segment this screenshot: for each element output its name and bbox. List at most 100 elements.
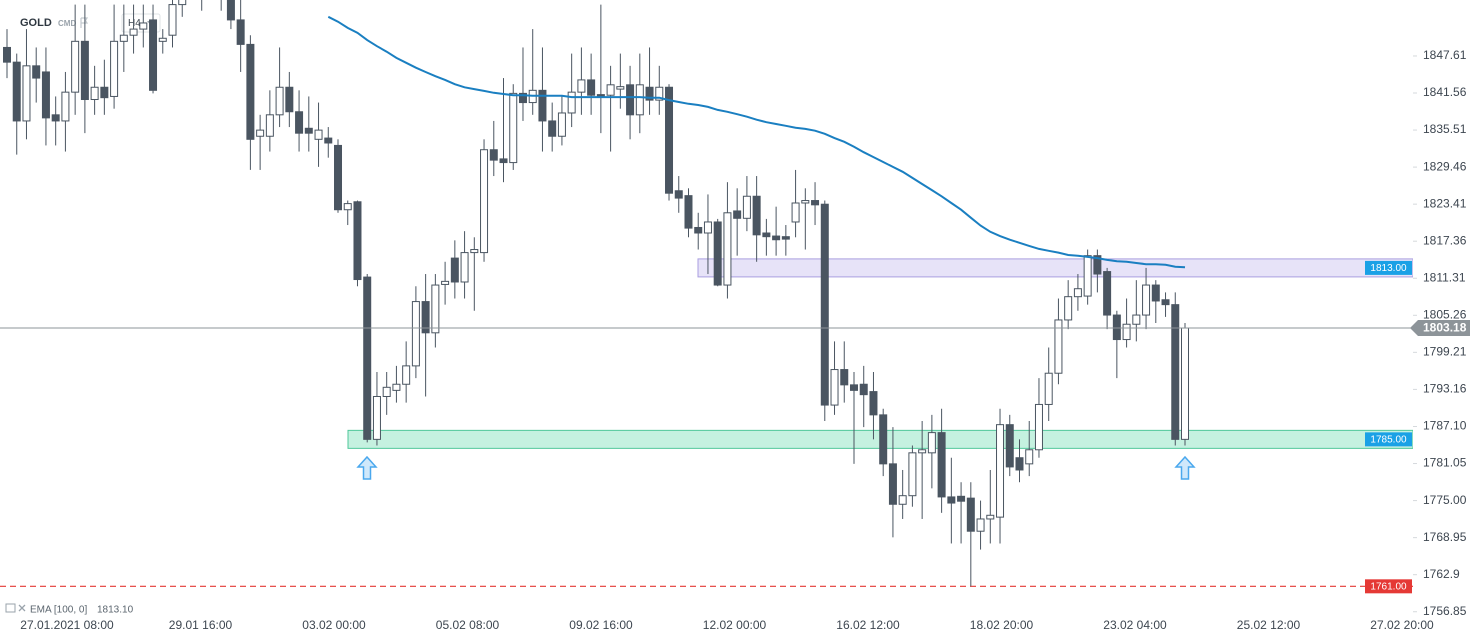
- candle-body: [421, 301, 430, 334]
- candle-body: [742, 195, 751, 219]
- source: CMD: [58, 19, 76, 28]
- candle-body: [752, 195, 761, 236]
- y-tick-label: 1775.00: [1423, 493, 1467, 507]
- candle-body: [441, 280, 450, 285]
- candle-body: [849, 384, 858, 391]
- candle-body: [957, 495, 966, 502]
- candle-body: [587, 79, 596, 96]
- candle-body: [431, 284, 440, 334]
- candle-body: [334, 144, 343, 211]
- y-tick-label: 1841.56: [1423, 85, 1467, 99]
- candle-body: [869, 391, 878, 416]
- candle-body: [509, 92, 518, 164]
- level-tag: [1365, 432, 1412, 447]
- candle-body: [1083, 255, 1092, 297]
- level-tag: [1365, 579, 1412, 594]
- legend-icon: [5, 603, 16, 613]
- current-price-tag: [1410, 320, 1470, 337]
- candle-body: [480, 149, 489, 254]
- candle-body: [927, 432, 936, 454]
- candle-body: [811, 200, 820, 206]
- candle-body: [450, 257, 459, 283]
- x-tick-label: 16.02 12:00: [836, 618, 900, 632]
- ema-line: [327, 15, 1186, 269]
- candle-body: [1044, 372, 1053, 405]
- candle-body: [918, 449, 927, 454]
- y-tick-label: 1787.10: [1423, 419, 1467, 433]
- candle-body: [168, 4, 177, 36]
- candle-body: [110, 40, 119, 97]
- y-tick-label: 1793.16: [1423, 382, 1467, 396]
- candle-body: [1151, 284, 1160, 302]
- candle-body: [733, 210, 742, 219]
- candle-body: [285, 86, 294, 113]
- y-tick-label: 1811.31: [1423, 270, 1466, 284]
- candle-body: [879, 414, 888, 465]
- candle-body: [226, 0, 235, 21]
- y-tick-label: 1835.51: [1423, 122, 1467, 136]
- candle-body: [12, 61, 21, 122]
- candle-body: [674, 190, 683, 199]
- x-tick-label: 23.02 04:00: [1103, 618, 1167, 632]
- candle-body: [100, 86, 109, 99]
- candle-body: [41, 71, 50, 119]
- candle-body: [372, 395, 381, 440]
- candle-body: [149, 19, 158, 91]
- x-tick-label: 18.02 20:00: [970, 618, 1034, 632]
- candle-body: [772, 235, 781, 241]
- level-zone: [697, 258, 1413, 278]
- timeframe: H4: [128, 18, 141, 29]
- candle-body: [616, 86, 625, 90]
- y-tick-label: 1817.36: [1423, 233, 1467, 247]
- candle-body: [762, 232, 771, 238]
- legend-ema-name: EMA [100, 0]: [30, 605, 87, 616]
- candle-body: [1181, 327, 1189, 440]
- candle-body: [402, 365, 411, 385]
- candle-body: [1025, 449, 1034, 465]
- candle-body: [256, 129, 265, 137]
- x-tick-label: 09.02 16:00: [569, 618, 633, 632]
- candle-body: [781, 236, 790, 240]
- candle-body: [820, 203, 829, 406]
- candle-body: [606, 84, 615, 96]
- x-tick-label: 27.02 20:00: [1370, 618, 1434, 632]
- candle-body: [489, 149, 498, 161]
- candle-body: [343, 203, 352, 211]
- y-tick-label: 1768.95: [1423, 530, 1467, 544]
- candle-body: [158, 37, 167, 42]
- plot-area: [0, 0, 1413, 587]
- y-tick-label: 1762.9: [1423, 567, 1460, 581]
- candle-body: [314, 129, 323, 140]
- candle-body: [1122, 323, 1131, 341]
- candle-body: [246, 43, 255, 140]
- candle-body: [32, 65, 41, 79]
- candle-body: [908, 452, 917, 497]
- candle-body: [1142, 284, 1151, 316]
- candle-body: [295, 111, 304, 134]
- candle-body: [1132, 314, 1141, 325]
- x-tick-label: 27.01.2021 08:00: [20, 618, 114, 632]
- candle-body: [655, 86, 664, 101]
- candle-body: [888, 463, 897, 505]
- candle-body: [51, 114, 60, 122]
- candle-body: [801, 200, 810, 204]
- legend-close[interactable]: [18, 604, 26, 612]
- candle-body: [470, 249, 479, 254]
- candle-body: [694, 226, 703, 234]
- candle-body: [71, 40, 80, 93]
- candle-body: [499, 158, 508, 164]
- candle-body: [1064, 296, 1073, 321]
- candle-body: [986, 514, 995, 520]
- x-tick-label: 12.02 00:00: [703, 618, 767, 632]
- candle-body: [645, 86, 654, 101]
- candle-body: [411, 301, 420, 367]
- candle-body: [665, 86, 674, 194]
- candle-body: [90, 86, 99, 101]
- up-arrow: [356, 455, 378, 480]
- candle-body: [859, 383, 868, 396]
- x-tick-label: 05.02 08:00: [436, 618, 500, 632]
- y-tick-label: 1805.26: [1423, 307, 1467, 321]
- candle-body: [80, 40, 89, 101]
- candle-body: [1171, 304, 1180, 440]
- candle-body: [363, 276, 372, 440]
